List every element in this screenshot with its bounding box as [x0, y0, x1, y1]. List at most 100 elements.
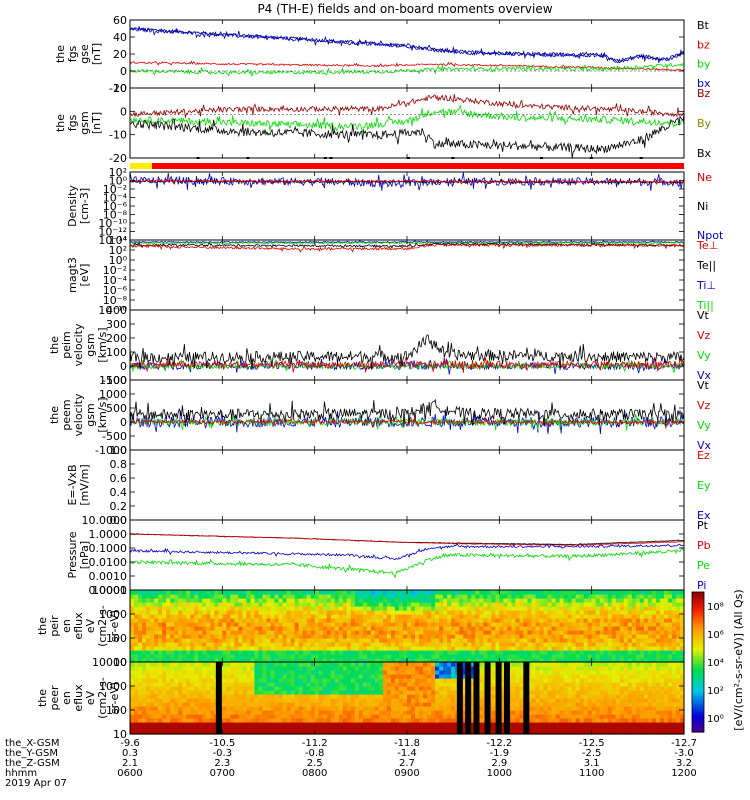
spectrogram-cell: [539, 594, 545, 599]
spectrogram-cell: [286, 618, 292, 623]
spectrogram-cell: [278, 598, 284, 603]
spectrogram-cell: [158, 674, 163, 679]
spectrogram-cell: [390, 622, 396, 627]
spectrogram-cell: [402, 662, 408, 667]
spectrogram-cell: [583, 690, 589, 695]
spectrogram-cell: [250, 606, 256, 611]
spectrogram-cell: [535, 594, 541, 599]
spectrogram-cell: [487, 614, 492, 619]
spectrogram-cell: [282, 638, 288, 643]
spectrogram-cell: [190, 610, 195, 615]
spectrogram-cell: [294, 678, 300, 683]
spectrogram-cell: [134, 710, 139, 715]
spectrogram-cell: [170, 662, 175, 667]
spectrogram-cell: [619, 602, 625, 607]
spectrogram-cell: [254, 702, 260, 707]
spectrogram-cell: [559, 610, 565, 615]
spectrogram-cell: [202, 678, 207, 683]
spectrogram-cell: [651, 630, 657, 635]
spectrogram-cell: [455, 638, 460, 643]
spectrogram-cell: [571, 598, 577, 603]
spectrogram-cell: [519, 726, 525, 731]
spectrogram-cell: [459, 654, 464, 659]
spectrogram-cell: [667, 634, 673, 639]
spectrogram-cell: [150, 718, 155, 723]
spectrogram-cell: [342, 658, 348, 663]
spectrogram-cell: [318, 598, 324, 603]
spectrogram-cell: [435, 622, 440, 627]
spectrogram-cell: [286, 674, 292, 679]
spectrogram-cell: [186, 694, 191, 699]
spectrogram-cell: [162, 726, 167, 731]
spectrogram-cell: [627, 630, 633, 635]
spectrogram-cell: [286, 602, 292, 607]
spectrogram-cell: [358, 670, 364, 675]
spectrogram-cell: [318, 602, 324, 607]
spectrogram-cell: [591, 666, 597, 671]
spectrogram-cell: [142, 638, 147, 643]
spectrogram-cell: [282, 598, 288, 603]
spectrogram-cell: [298, 638, 304, 643]
spectrogram-cell: [431, 682, 436, 687]
spectrogram-cell: [555, 598, 561, 603]
spectrogram-cell: [659, 650, 665, 655]
spectrogram-cell: [419, 642, 424, 647]
spectrogram-cell: [567, 606, 573, 611]
spectrogram-cell: [270, 710, 276, 715]
spectrogram-cell: [166, 630, 171, 635]
spectrogram-cell: [447, 666, 452, 671]
spectrogram-cell: [342, 590, 348, 595]
spectrogram-cell: [290, 690, 296, 695]
spectrogram-cell: [150, 678, 155, 683]
spectrogram-cell: [390, 614, 396, 619]
spectrogram-cell: [166, 670, 171, 675]
spectrogram-cell: [142, 602, 147, 607]
spectrogram-cell: [354, 726, 360, 731]
spectrogram-cell: [298, 590, 304, 595]
spectrogram-cell: [603, 638, 609, 643]
spectrogram-cell: [142, 730, 147, 735]
spectrogram-cell: [463, 602, 468, 607]
spectrogram-cell: [162, 590, 167, 595]
spectrogram-cell: [230, 658, 235, 663]
spectrogram-cell: [527, 718, 533, 723]
spectrogram-cell: [415, 710, 420, 715]
spectrogram-cell: [350, 634, 356, 639]
spectrogram-cell: [491, 650, 496, 655]
spectrogram-cell: [471, 646, 476, 651]
spectrogram-cell: [334, 626, 340, 631]
spectrogram-cell: [415, 650, 420, 655]
spectrogram-cell: [607, 634, 613, 639]
spectrogram-cell: [158, 690, 163, 695]
spectrogram-cell: [262, 662, 268, 667]
spectrogram-cell: [535, 606, 541, 611]
spectrogram-cell: [150, 706, 155, 711]
spectrogram-cell: [491, 682, 496, 687]
spectrogram-cell: [447, 678, 452, 683]
spectrogram-cell: [451, 602, 456, 607]
spectrogram-cell: [651, 626, 657, 631]
spectrogram-cell: [579, 646, 585, 651]
spectrogram-cell: [182, 730, 187, 735]
spectrogram-cell: [146, 626, 151, 631]
spectrogram-cell: [298, 698, 304, 703]
spectrogram-cell: [415, 594, 420, 599]
spectrogram-cell: [651, 642, 657, 647]
spectrogram-cell: [334, 726, 340, 731]
spectrogram-cell: [178, 658, 183, 663]
spectrogram-cell: [467, 654, 472, 659]
spectrogram-cell: [386, 706, 392, 711]
spectrogram-cell: [555, 594, 561, 599]
spectrogram-cell: [467, 594, 472, 599]
spectrogram-cell: [250, 662, 256, 667]
spectrogram-cell: [402, 690, 408, 695]
spectrogram-cell: [150, 662, 155, 667]
spectrogram-cell: [579, 602, 585, 607]
spectrogram-cell: [411, 602, 416, 607]
spectrogram-cell: [479, 682, 484, 687]
spectrogram-cell: [298, 602, 304, 607]
spectrogram-cell: [246, 710, 252, 715]
spectrogram-cell: [158, 590, 163, 595]
spectrogram-cell: [394, 690, 400, 695]
